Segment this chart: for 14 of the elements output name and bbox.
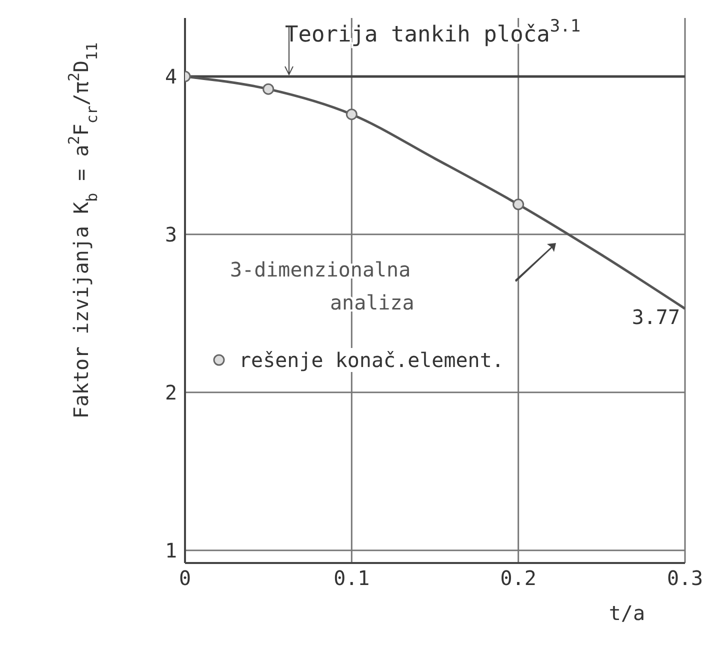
x-axis-title: t/a — [608, 601, 645, 625]
point — [262, 83, 274, 95]
y-tick-label: 1 — [164, 538, 177, 562]
point — [346, 108, 358, 120]
x-tick-label: 0 — [178, 566, 192, 590]
legend-label: rešenje konač.element. — [239, 348, 504, 372]
x-tick-label: 0.1 — [334, 566, 370, 590]
annotation: 3.77 — [632, 304, 680, 329]
x-tick-label: 0.2 — [500, 566, 536, 590]
y-tick-label: 3 — [164, 222, 177, 247]
point — [512, 198, 524, 210]
y-tick-label: 4 — [164, 64, 177, 89]
x-tick-label: 0.3 — [666, 566, 704, 590]
y-tick-label: 2 — [164, 380, 177, 404]
